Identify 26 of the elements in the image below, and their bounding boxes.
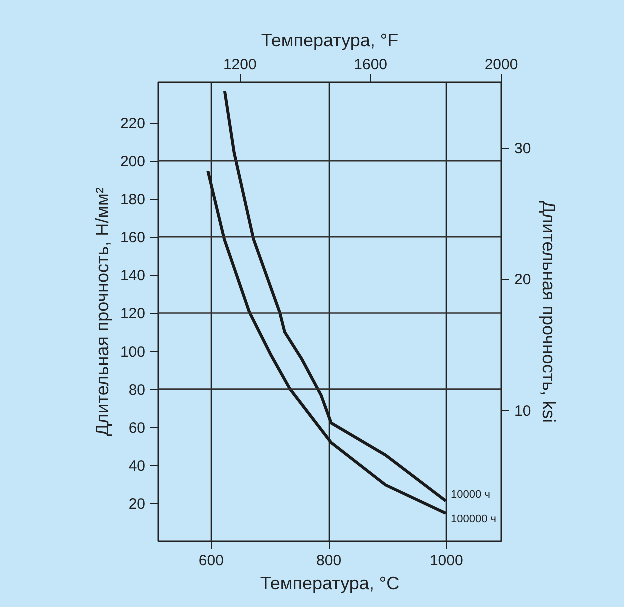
- x2-tick-label: 2000: [484, 56, 518, 74]
- x2-axis-title: Температура, °F: [261, 30, 399, 50]
- series-label: 100000 ч: [451, 514, 497, 526]
- y-tick-label: 140: [120, 268, 146, 285]
- y2-tick-label: 10: [514, 402, 532, 420]
- x2-tick-label: 1600: [354, 56, 388, 74]
- x-tick-label: 800: [316, 552, 342, 570]
- x-tick-label: 600: [198, 552, 224, 570]
- x-axis-title: Температура, °C: [260, 574, 400, 594]
- y-tick-label: 60: [128, 420, 146, 437]
- y-tick-label: 220: [120, 116, 146, 133]
- y-tick-label: 160: [120, 230, 146, 247]
- x-tick-label: 1000: [430, 552, 464, 570]
- y-tick-label: 180: [120, 192, 146, 209]
- y-tick-label: 120: [120, 306, 146, 323]
- y2-tick-label: 30: [514, 140, 532, 158]
- y2-axis-title: Длительная прочность, ksi: [539, 200, 560, 424]
- y-axis-title: Длительная прочность, Н/мм²: [92, 188, 112, 436]
- y-tick-label: 100: [120, 344, 146, 361]
- y-tick-label: 80: [128, 382, 146, 399]
- series-label: 10000 ч: [451, 489, 490, 502]
- x2-tick-label: 1200: [223, 56, 257, 74]
- y-tick-label: 20: [128, 496, 146, 513]
- y-tick-label: 40: [128, 458, 146, 475]
- y-tick-label: 200: [120, 154, 146, 171]
- y2-tick-label: 20: [514, 272, 532, 289]
